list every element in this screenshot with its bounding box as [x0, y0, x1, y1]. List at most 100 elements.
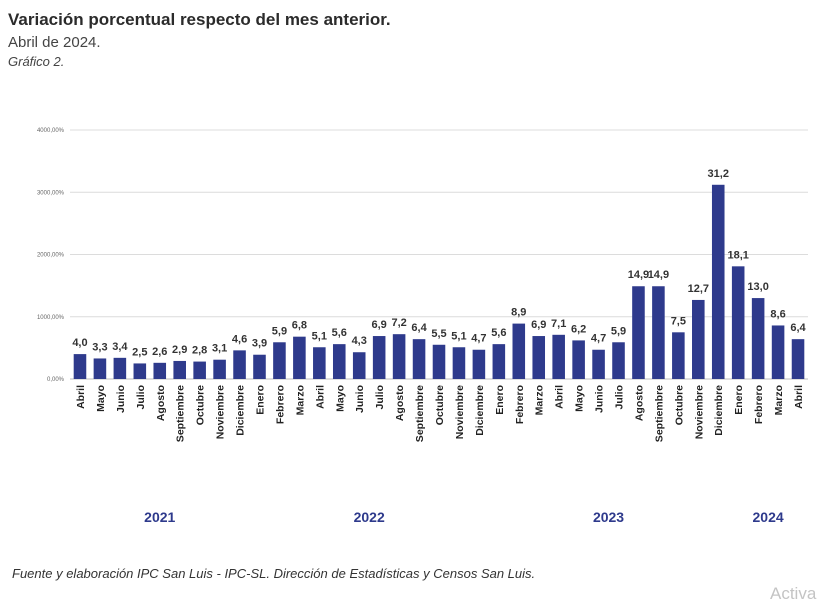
data-label: 5,9 — [611, 325, 626, 337]
data-label: 4,6 — [232, 333, 247, 345]
x-tick-label: Mayo — [334, 385, 346, 412]
x-tick-label: Septiembre — [175, 385, 187, 442]
x-tick-label: Febrero — [514, 385, 526, 424]
x-tick-label: Junio — [115, 385, 127, 413]
bar — [592, 349, 605, 379]
data-label: 6,4 — [790, 322, 806, 334]
bar — [173, 360, 186, 379]
data-labels: 4,0 3,3 3,4 2,5 2,6 2,9 2,8 3,1 4,6 3,9 5,9 6,8 5,1 5… — [72, 168, 806, 359]
bar — [412, 339, 426, 379]
bar — [253, 354, 266, 379]
x-tick-label: Agosto — [155, 385, 167, 421]
data-label: 2,6 — [152, 346, 167, 358]
data-label: 8,6 — [770, 308, 785, 320]
data-label: 5,6 — [332, 327, 347, 339]
bar — [771, 325, 785, 379]
x-tick-label: Julio — [374, 385, 386, 410]
bar — [73, 354, 87, 379]
data-label: 7,5 — [671, 315, 686, 327]
bar — [332, 344, 346, 379]
data-label: 5,6 — [491, 327, 506, 339]
x-tick-label: Marzo — [773, 385, 785, 415]
x-tick-label: Enero — [494, 385, 506, 415]
bar — [213, 359, 226, 379]
x-tick-label: Noviembre — [454, 385, 466, 439]
data-label: 6,9 — [372, 319, 387, 331]
activation-watermark: Activa — [770, 584, 817, 603]
year-label: 2021 — [144, 509, 175, 525]
data-label: 8,9 — [511, 307, 526, 319]
x-tick-label: Septiembre — [414, 385, 426, 442]
y-tick-label: 2000,00% — [37, 253, 65, 259]
x-tick-label: Octubre — [673, 385, 685, 425]
bar — [392, 334, 406, 379]
bar — [432, 344, 446, 379]
x-tick-label: Abril — [314, 385, 326, 409]
bar — [711, 184, 725, 379]
x-tick-label: Abril — [75, 385, 87, 409]
year-label: 2023 — [593, 509, 624, 525]
bar — [552, 334, 565, 379]
data-label: 5,1 — [312, 330, 327, 342]
data-label: 31,2 — [708, 168, 729, 180]
x-tick-label: Abril — [554, 385, 566, 409]
x-tick-label: Abril — [793, 385, 805, 409]
bar — [372, 336, 386, 379]
x-tick-label: Febrero — [274, 385, 286, 424]
data-label: 4,0 — [72, 337, 87, 349]
data-label: 12,7 — [688, 283, 709, 295]
y-tick-label: 1000,00% — [37, 315, 65, 321]
x-tick-label: Noviembre — [215, 385, 227, 439]
bar — [452, 347, 466, 379]
bar — [672, 332, 685, 379]
x-tick-label: Octubre — [195, 385, 207, 425]
y-tick-label: 4000,00% — [37, 128, 65, 134]
x-tick-label: Marzo — [534, 385, 546, 415]
bar — [193, 361, 206, 379]
data-label: 3,1 — [212, 343, 227, 355]
bar — [751, 298, 765, 379]
bar — [293, 336, 306, 379]
data-label: 4,7 — [471, 333, 486, 345]
data-label: 4,3 — [352, 335, 367, 347]
x-tick-label: Noviembre — [693, 385, 705, 439]
data-label: 14,9 — [628, 269, 649, 281]
y-axis-tick-labels: 0,00% 1000,00% 2000,00% 3000,00% 4000,00% — [37, 128, 65, 383]
bar — [632, 286, 645, 379]
x-tick-label: Septiembre — [653, 385, 665, 442]
x-tick-label: Diciembre — [713, 385, 725, 436]
x-tick-label: Agosto — [633, 385, 645, 421]
data-label: 3,4 — [112, 341, 128, 353]
x-tick-label: Mayo — [574, 385, 586, 412]
bar — [113, 357, 127, 379]
data-label: 2,8 — [192, 345, 207, 357]
data-label: 18,1 — [727, 249, 748, 261]
year-label: 2024 — [753, 509, 784, 525]
x-axis-tick-labels: Abril Mayo Junio Julio Agosto Septiembre Octub… — [75, 385, 805, 442]
x-tick-label: Agosto — [394, 385, 406, 421]
bar — [153, 362, 167, 379]
data-label: 6,9 — [531, 319, 546, 331]
bar-chart: 0,00% 1000,00% 2000,00% 3000,00% 4000,00% 4,… — [37, 128, 808, 525]
x-tick-label: Junio — [354, 385, 366, 413]
bar — [233, 350, 246, 379]
bar — [731, 266, 745, 379]
data-label: 6,4 — [411, 322, 427, 334]
x-tick-label: Marzo — [294, 385, 306, 415]
data-label: 14,9 — [648, 269, 669, 281]
chart-subtitle: Abril de 2024. — [8, 34, 101, 51]
data-label: 7,2 — [391, 317, 406, 329]
year-labels: 2021 2022 2023 2024 — [144, 509, 784, 525]
data-label: 5,9 — [272, 325, 287, 337]
bar — [273, 342, 286, 379]
chart-title: Variación porcentual respecto del mes an… — [8, 10, 391, 29]
y-tick-label: 3000,00% — [37, 190, 65, 196]
y-tick-label: 0,00% — [47, 377, 65, 383]
x-tick-label: Junio — [594, 385, 606, 413]
bar — [133, 363, 147, 379]
x-tick-label: Octubre — [434, 385, 446, 425]
data-label: 6,2 — [571, 323, 586, 335]
data-label: 3,3 — [92, 341, 107, 353]
bar — [791, 339, 805, 379]
data-label: 5,1 — [451, 330, 466, 342]
